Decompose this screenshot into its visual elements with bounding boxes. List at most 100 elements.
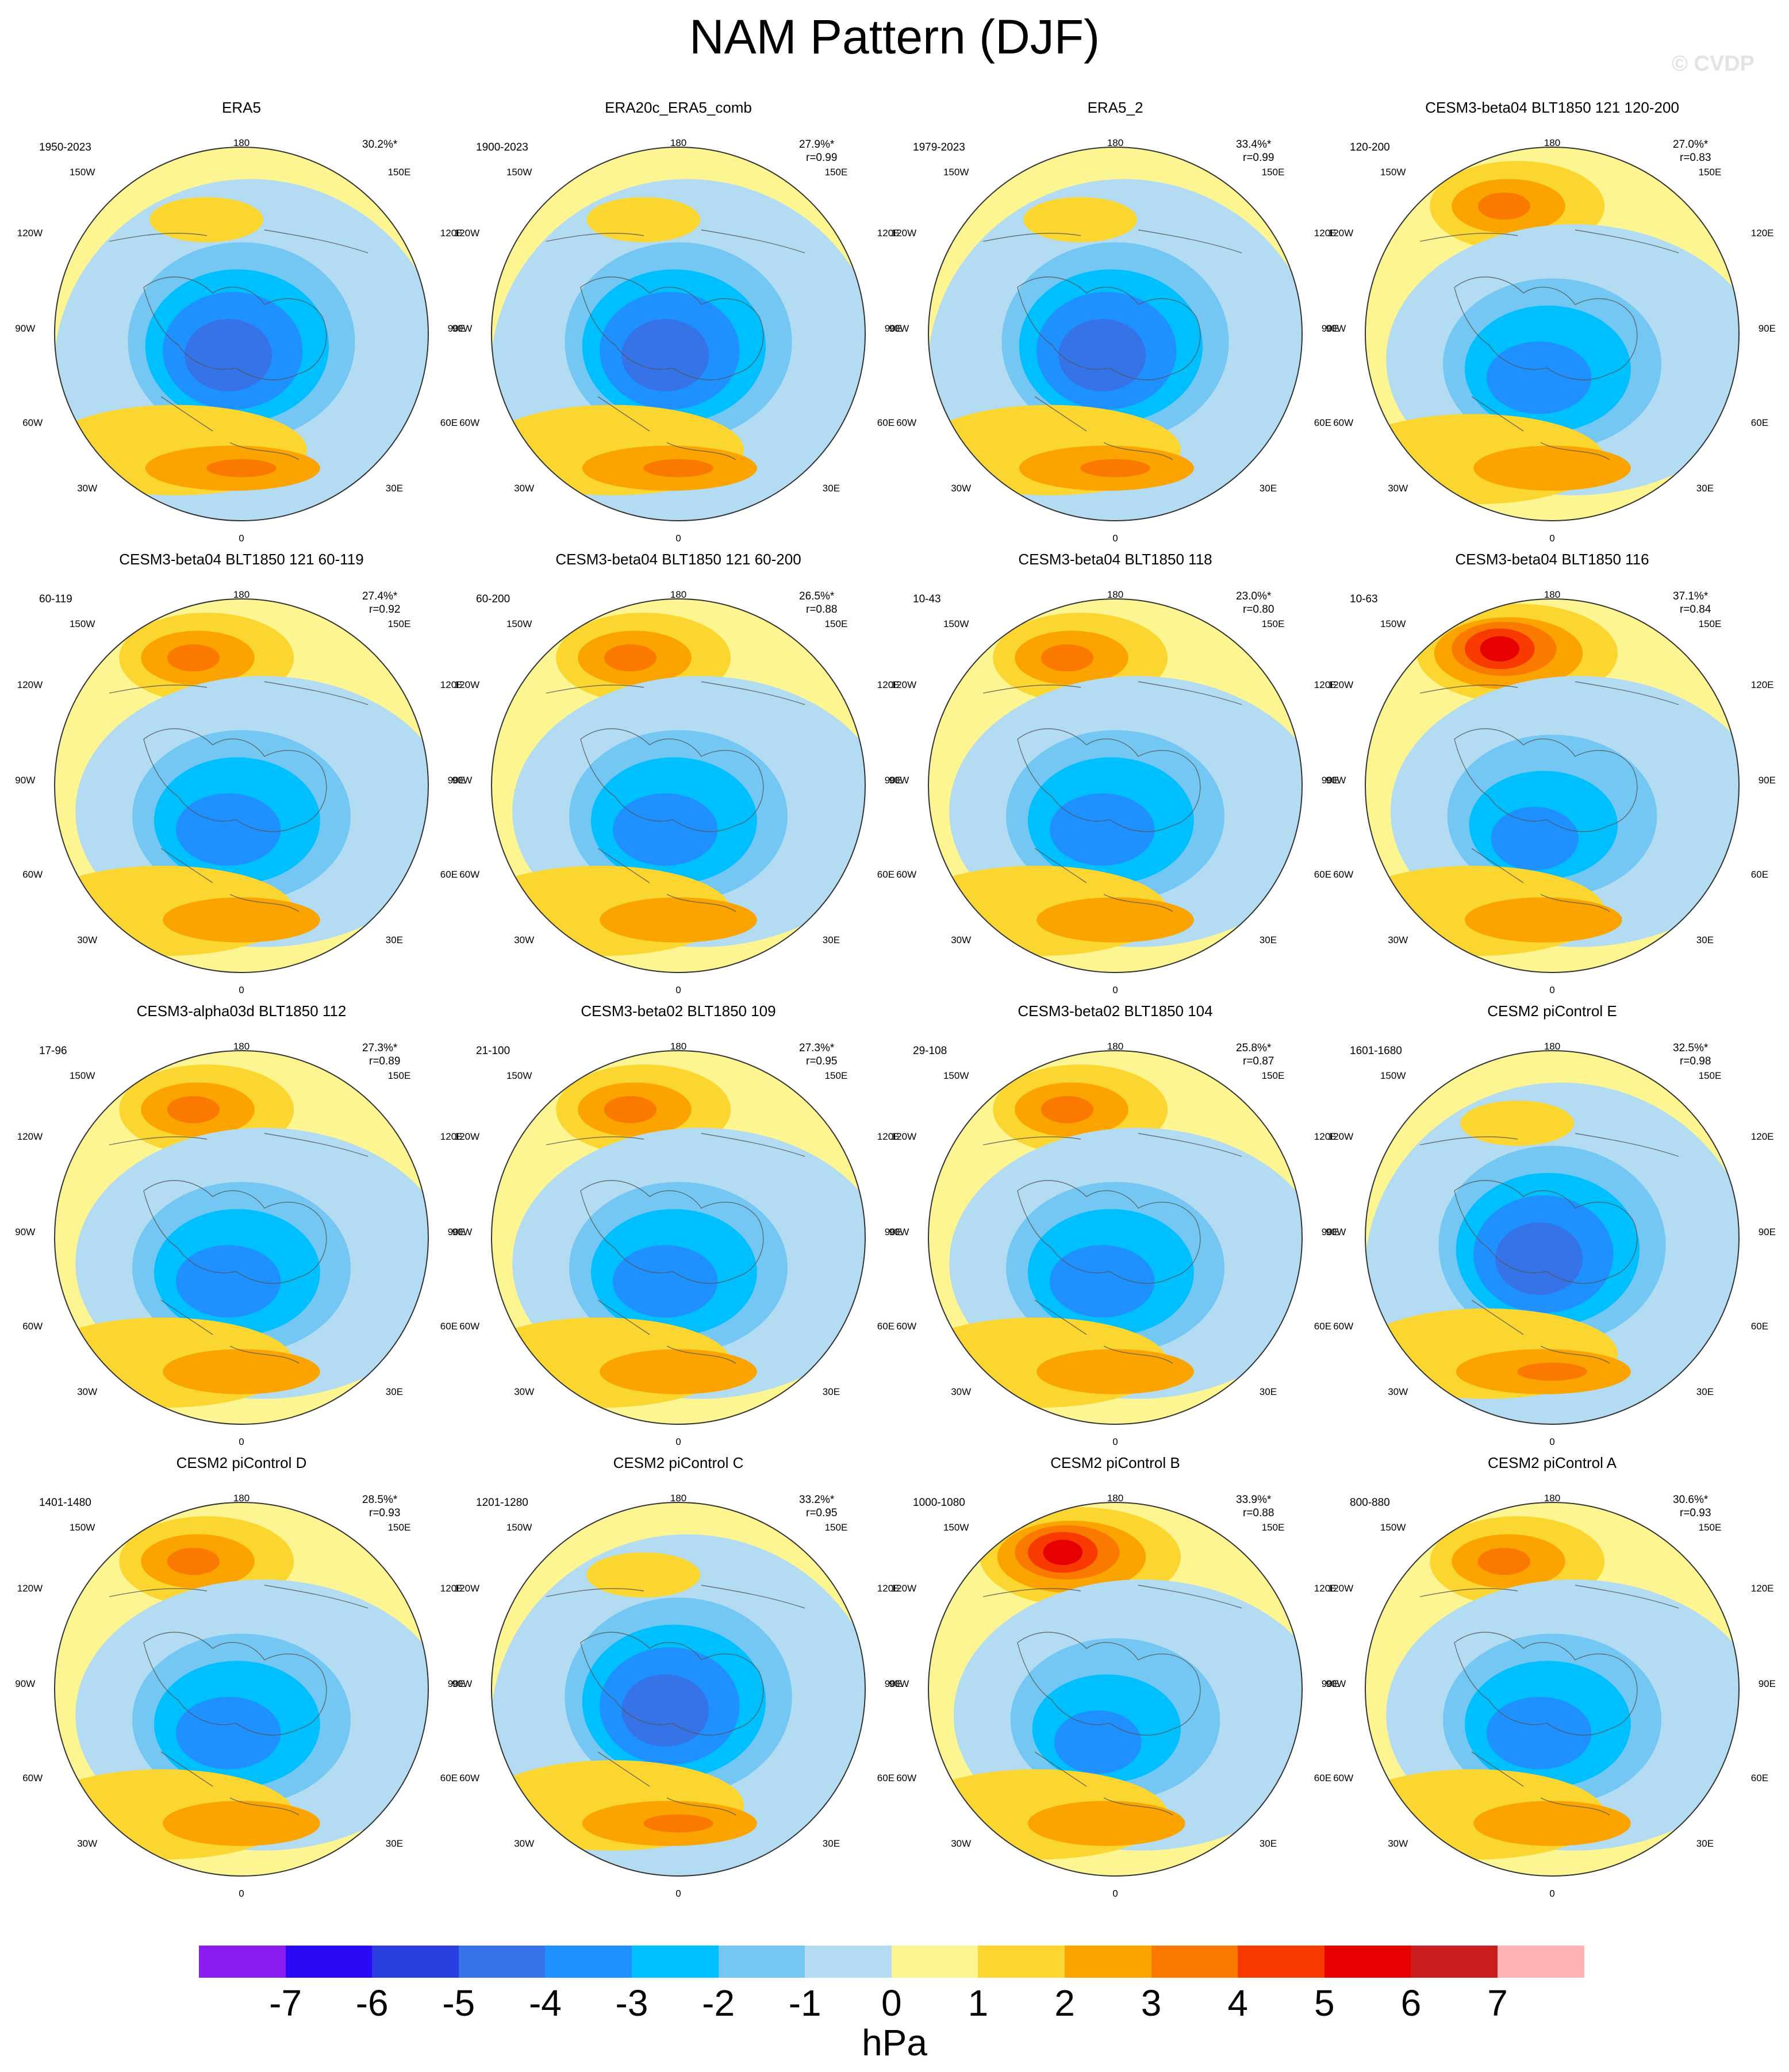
panel-title: CESM3-beta04 BLT1850 121 60-200: [555, 551, 801, 568]
map-panel: CESM3-beta04 BLT1850 121 60-200 60-200 26.…: [452, 549, 902, 1001]
panel-variance-stats: 27.0%* r=0.83: [1673, 138, 1711, 164]
coastlines: [982, 1585, 1242, 1816]
longitude-label: 120E: [877, 1131, 900, 1142]
longitude-label: 30E: [1259, 482, 1277, 494]
longitude-label: 60E: [877, 1772, 895, 1783]
longitude-label: 60E: [1314, 417, 1332, 428]
colorbar-swatch: [718, 1946, 805, 1978]
colorbar-swatch: [545, 1946, 632, 1978]
colorbar-tick-labels: -7 -6 -5 -4 -3 -2 -1 0 1 2 3 4 5 6 7: [199, 1983, 1590, 2029]
longitude-label: 60E: [440, 1772, 458, 1783]
coastlines: [1419, 681, 1679, 912]
positive-anomaly-contour: [163, 897, 320, 943]
coastlines: [546, 1133, 805, 1364]
longitude-label: 30W: [1388, 482, 1408, 494]
panel-pct-variance: 33.9%*: [1236, 1494, 1272, 1506]
longitude-label: 90E: [1321, 775, 1339, 786]
positive-anomaly-contour: [1080, 459, 1150, 478]
longitude-label: 180: [233, 589, 250, 601]
positive-anomaly-contour: [1023, 197, 1137, 243]
longitude-label: 90E: [447, 323, 465, 335]
longitude-label: 30E: [385, 934, 404, 945]
longitude-label: 120E: [1750, 227, 1774, 239]
panel-variance-stats: 28.5%* r=0.93: [362, 1493, 400, 1520]
longitude-label: 150E: [387, 166, 411, 178]
panel-title: CESM3-alpha03d BLT1850 112: [136, 1002, 347, 1020]
positive-anomaly-contour: [1036, 1349, 1194, 1394]
positive-anomaly-contour: [1473, 1801, 1631, 1846]
panel-pattern-correlation: r=0.95: [806, 1055, 838, 1067]
panel-years: 1950-2023: [39, 141, 91, 153]
longitude-label: 120W: [1327, 1582, 1354, 1594]
longitude-label: 30E: [1696, 1386, 1714, 1397]
longitude-label: 150E: [387, 1070, 411, 1081]
longitude-label: 30W: [1388, 1837, 1408, 1849]
longitude-label: 120E: [877, 1582, 900, 1594]
longitude-label: 60W: [1333, 868, 1354, 880]
panel-pattern-correlation: r=0.83: [1680, 152, 1711, 164]
longitude-label: 90E: [1321, 1227, 1339, 1238]
longitude-label: 150W: [1380, 1521, 1406, 1533]
panel-pct-variance: 27.3%*: [362, 1042, 398, 1054]
positive-anomaly-contour: [1036, 897, 1194, 943]
panel-pattern-correlation: r=0.84: [1680, 603, 1711, 616]
coastlines: [546, 229, 805, 460]
coastlines: [982, 229, 1242, 460]
longitude-label: 30W: [514, 1837, 535, 1849]
panel-title: CESM2 piControl D: [176, 1454, 307, 1471]
longitude-label: 30E: [822, 1837, 840, 1849]
longitude-label: 150E: [824, 1521, 848, 1533]
map-border: [54, 1050, 429, 1425]
positive-anomaly-contour: [163, 1801, 320, 1846]
longitude-label: 90W: [889, 323, 909, 335]
longitude-label: 120E: [1314, 1582, 1337, 1594]
panel-variance-stats: 37.1%* r=0.84: [1673, 590, 1711, 616]
panel-years: 17-96: [39, 1045, 67, 1057]
longitude-label: 180: [1544, 137, 1561, 149]
longitude-label: 90E: [1758, 775, 1776, 786]
longitude-label: 150W: [506, 1070, 532, 1081]
panel-pct-variance: 33.2%*: [799, 1494, 835, 1506]
longitude-label: 120W: [1327, 679, 1354, 690]
colorbar-swatch: [1064, 1946, 1151, 1978]
longitude-label: 120E: [1750, 679, 1774, 690]
positive-anomaly-contour: [604, 1096, 657, 1124]
panel-years: 1401-1480: [39, 1497, 91, 1509]
positive-anomaly-contour: [604, 644, 657, 672]
colorbar-swatch: [285, 1946, 373, 1978]
panel-title: CESM3-beta02 BLT1850 109: [581, 1002, 776, 1020]
panel-pct-variance: 33.4%*: [1236, 139, 1272, 151]
longitude-label: 60E: [440, 417, 458, 428]
colorbar-swatch: [891, 1946, 978, 1978]
negative-anomaly-contour: [176, 1245, 281, 1318]
longitude-label: 180: [670, 1493, 687, 1504]
panel-title: CESM2 piControl A: [1488, 1454, 1617, 1471]
longitude-label: 120W: [17, 227, 43, 239]
longitude-label: 90W: [1326, 1678, 1346, 1690]
longitude-label: 120E: [1314, 1131, 1337, 1142]
negative-anomaly-contour: [613, 1245, 718, 1318]
panel-years: 10-43: [913, 593, 941, 605]
map-panel: CESM2 piControl A 800-880 30.6%* r=0.93 180 0…: [1326, 1453, 1776, 1905]
longitude-label: 60W: [459, 417, 480, 428]
panel-pct-variance: 25.8%*: [1236, 1042, 1272, 1054]
coastlines: [109, 681, 368, 912]
longitude-label: 180: [233, 1493, 250, 1504]
coastlines: [109, 1585, 368, 1816]
positive-anomaly-contour: [643, 459, 713, 478]
longitude-label: 150E: [1698, 1521, 1722, 1533]
panel-pattern-correlation: r=0.98: [1680, 1055, 1711, 1067]
longitude-label: 90E: [447, 775, 465, 786]
longitude-label: 30W: [514, 934, 535, 945]
longitude-label: 180: [1544, 1041, 1561, 1052]
colorbar-swatch: [372, 1946, 459, 1978]
panel-pattern-correlation: r=0.92: [369, 603, 401, 616]
longitude-label: 30E: [1259, 934, 1277, 945]
panel-title: CESM3-beta04 BLT1850 118: [1018, 551, 1212, 568]
longitude-label: 120E: [440, 1131, 463, 1142]
positive-anomaly-contour: [1517, 1362, 1587, 1381]
polar-map: [491, 598, 866, 973]
longitude-label: 150W: [506, 1521, 532, 1533]
map-border: [54, 598, 429, 973]
longitude-label: 150W: [69, 1070, 95, 1081]
